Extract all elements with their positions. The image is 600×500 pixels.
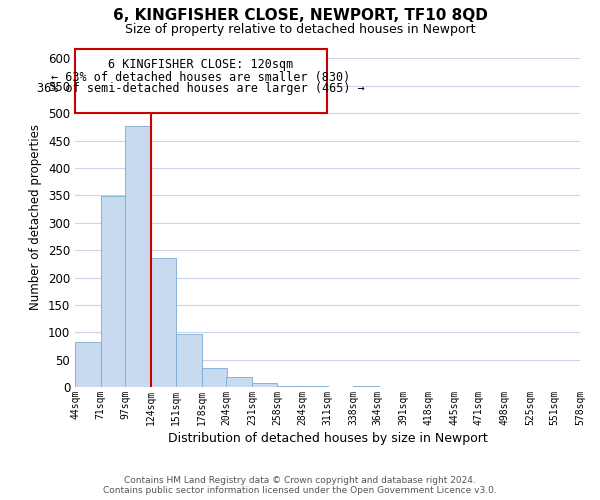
- Bar: [353, 386, 379, 387]
- X-axis label: Distribution of detached houses by size in Newport: Distribution of detached houses by size …: [167, 432, 487, 445]
- Bar: [252, 383, 277, 387]
- Bar: [101, 196, 126, 387]
- Text: 36% of semi-detached houses are larger (465) →: 36% of semi-detached houses are larger (…: [37, 82, 365, 95]
- Bar: [151, 258, 176, 387]
- Text: ← 63% of detached houses are smaller (830): ← 63% of detached houses are smaller (83…: [51, 70, 350, 84]
- FancyBboxPatch shape: [75, 48, 326, 113]
- Bar: [226, 376, 252, 387]
- Bar: [202, 368, 227, 387]
- Text: 6 KINGFISHER CLOSE: 120sqm: 6 KINGFISHER CLOSE: 120sqm: [108, 58, 293, 71]
- Y-axis label: Number of detached properties: Number of detached properties: [29, 124, 43, 310]
- Bar: [277, 386, 303, 387]
- Bar: [125, 126, 151, 387]
- Bar: [176, 334, 202, 387]
- Text: 6, KINGFISHER CLOSE, NEWPORT, TF10 8QD: 6, KINGFISHER CLOSE, NEWPORT, TF10 8QD: [113, 8, 487, 22]
- Text: Size of property relative to detached houses in Newport: Size of property relative to detached ho…: [125, 22, 475, 36]
- Text: Contains HM Land Registry data © Crown copyright and database right 2024.
Contai: Contains HM Land Registry data © Crown c…: [103, 476, 497, 495]
- Bar: [302, 386, 328, 387]
- Bar: [75, 342, 101, 387]
